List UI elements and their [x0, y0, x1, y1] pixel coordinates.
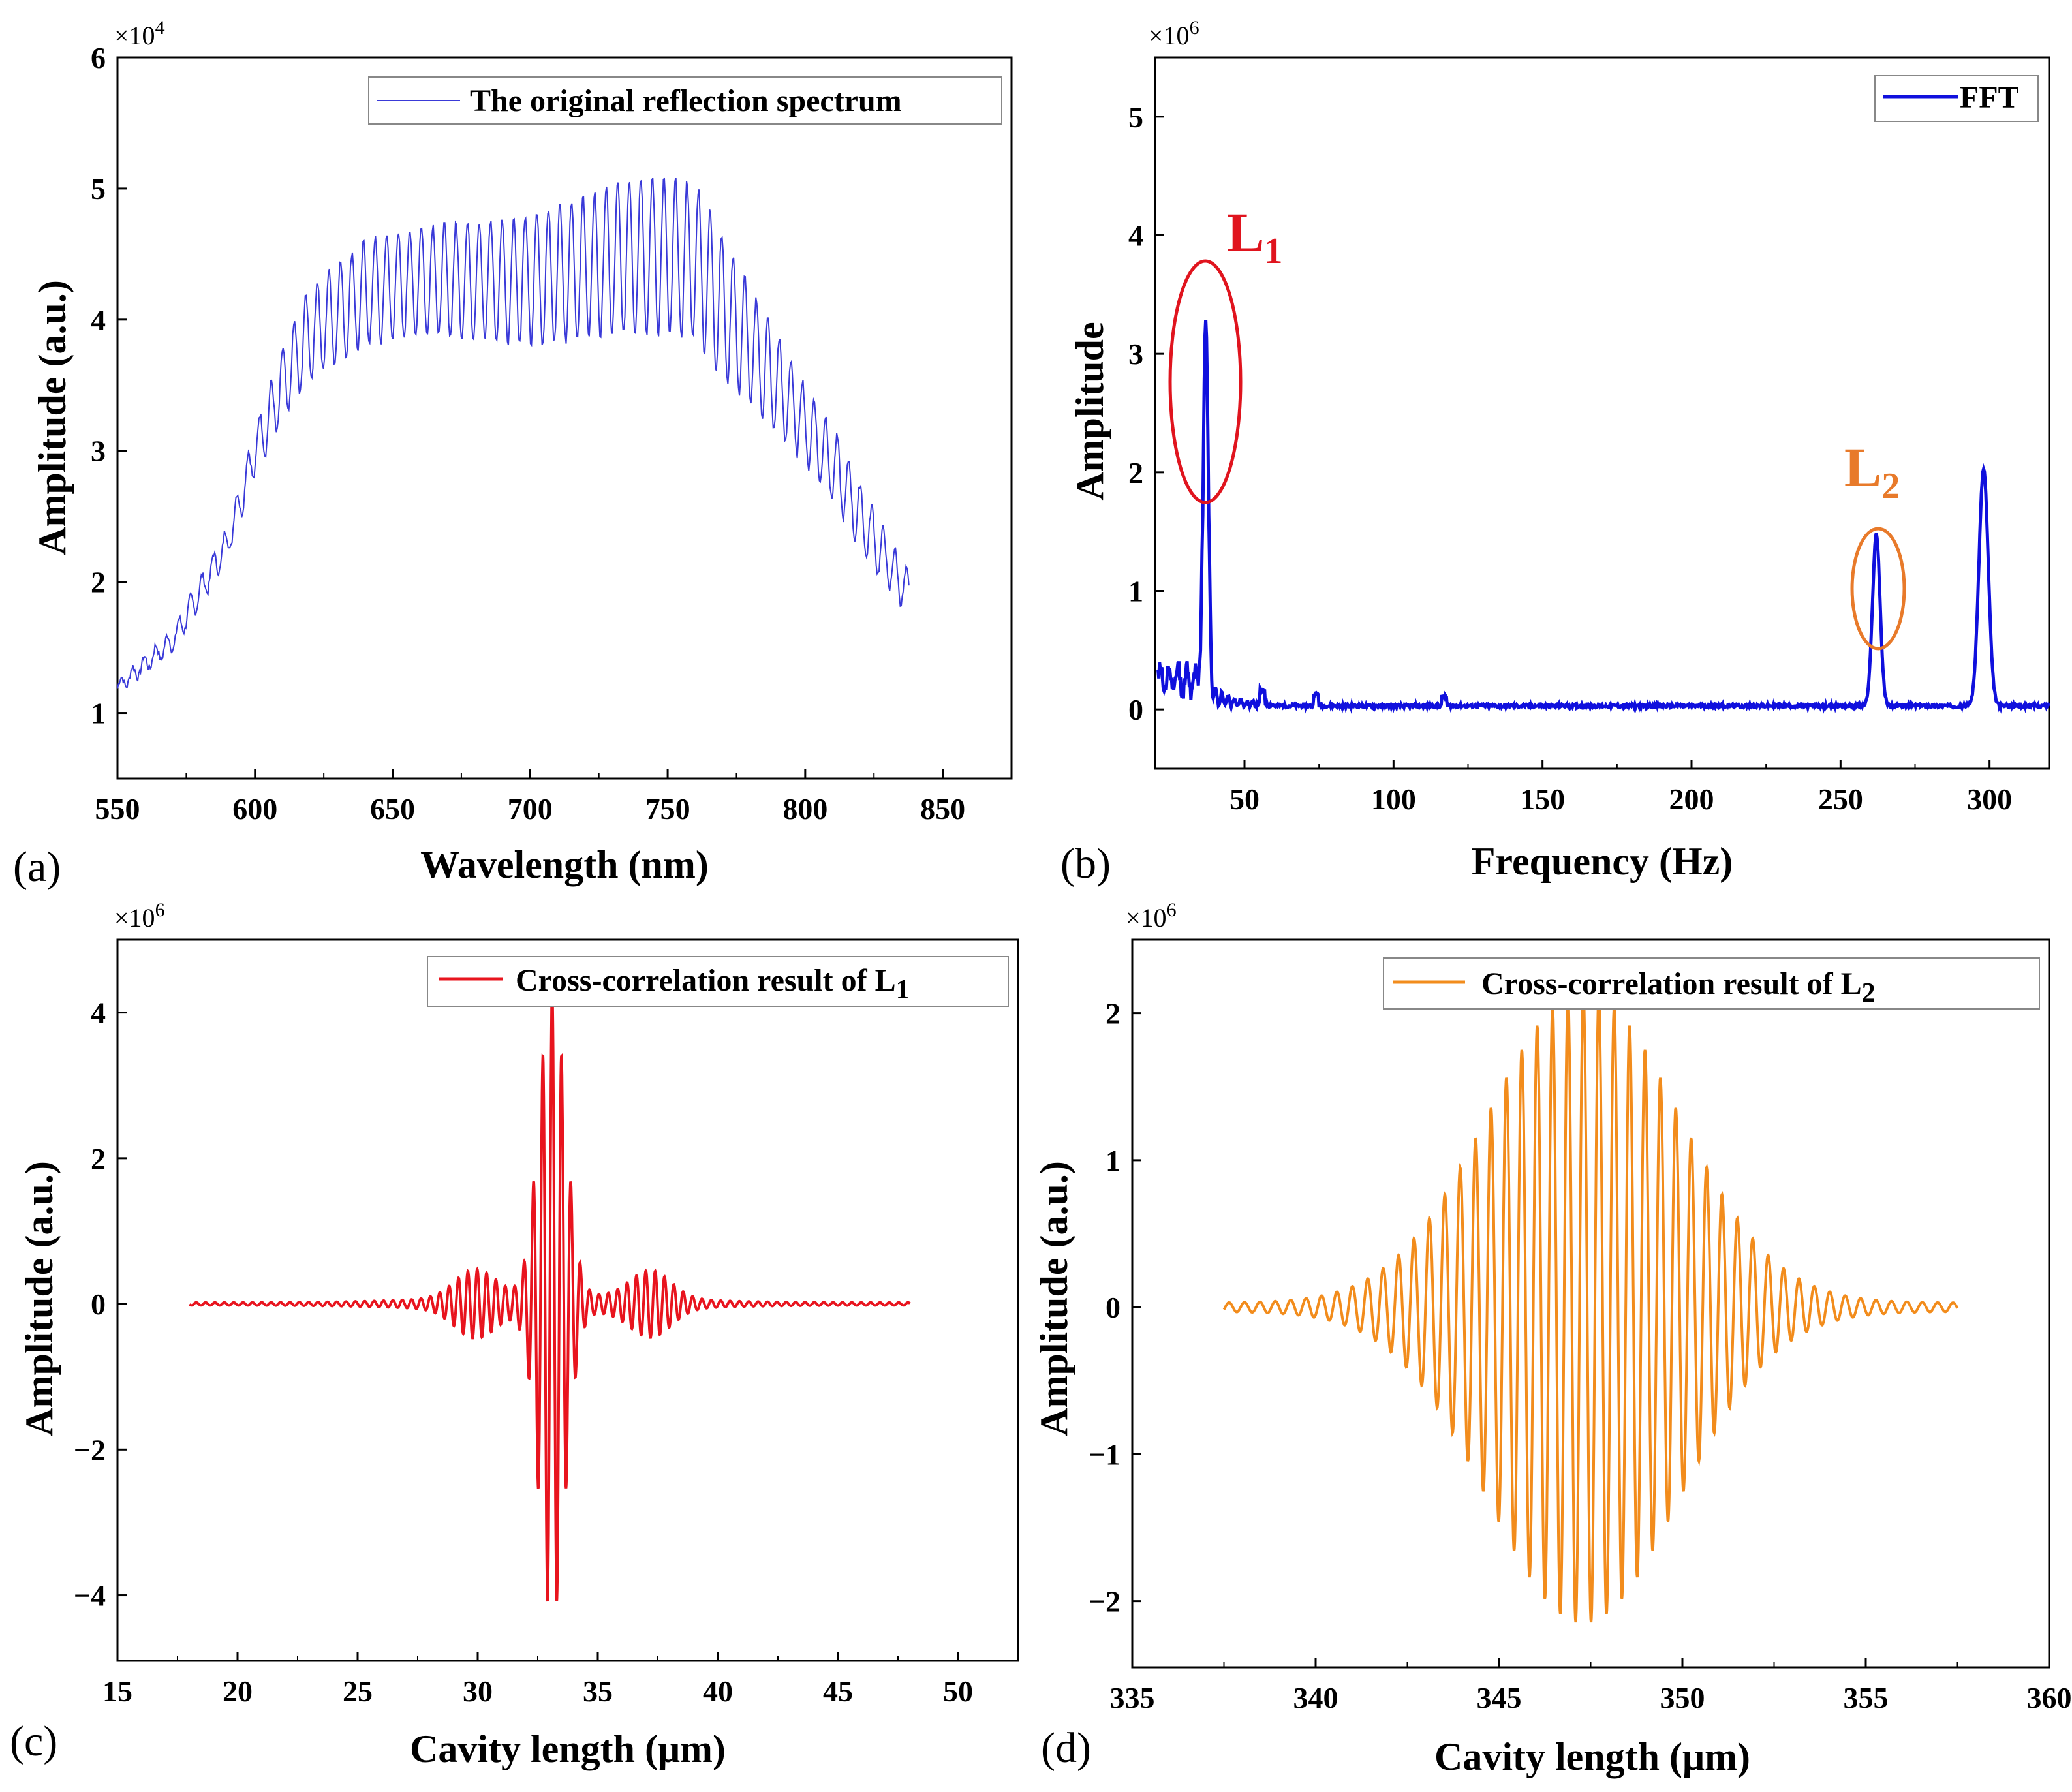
x-tick-label: 50: [1229, 782, 1260, 816]
x-tick-label: 25: [343, 1675, 373, 1708]
x-tick-label: 200: [1669, 782, 1714, 816]
x-tick-label: 350: [1660, 1681, 1705, 1714]
x-tick-label: 100: [1371, 782, 1416, 816]
x-tick-label: 150: [1520, 782, 1565, 816]
l1-circle-annotation: [1168, 259, 1243, 504]
y-tick-label: 2: [1128, 456, 1143, 489]
panel-d-ticks: 335 340 345 350 355 360 −2 −1 0 1 2: [1089, 997, 2072, 1714]
x-tick-label: 340: [1293, 1681, 1338, 1714]
panel-a-legend-text: The original reflection spectrum: [470, 84, 902, 118]
panel-b-x-axis-label: Frequency (Hz): [1472, 840, 1733, 883]
panel-a-label: (a): [13, 843, 61, 891]
x-tick-label: 850: [920, 792, 965, 826]
panel-d-legend-box: [1383, 957, 2040, 1010]
panel-c-x-axis-label: Cavity length (μm): [410, 1727, 726, 1770]
x-tick-label: 35: [583, 1675, 613, 1708]
panel-d: 335 340 345 350 355 360 −2 −1 0 1 2 Cross-correlat…: [1032, 899, 2072, 1778]
panel-c-y-axis-label: Amplitude (a.u.): [18, 1161, 61, 1436]
x-tick-label: 30: [463, 1675, 493, 1708]
x-tick-label: 300: [1967, 782, 2012, 816]
y-tick-label: 0: [1106, 1291, 1121, 1324]
y-tick-label: 4: [91, 996, 106, 1030]
x-tick-label: 20: [223, 1675, 253, 1708]
panel-b-legend-box: [1874, 75, 2039, 122]
panel-b-y-axis-label: Amplitude: [1068, 322, 1111, 500]
y-tick-label: 1: [1106, 1144, 1121, 1177]
y-tick-label: −1: [1089, 1438, 1121, 1471]
x-tick-label: 650: [370, 792, 415, 826]
panel-a-frame: [116, 56, 1013, 780]
y-tick-label: 0: [91, 1288, 106, 1321]
y-tick-label: −4: [74, 1579, 106, 1613]
x-tick-label: 550: [95, 792, 140, 826]
panel-b: 50 100 150 200 250 300 0 1 2 3 4 5 FFT ×106 L1 L2 F…: [1060, 17, 2051, 888]
y-tick-label: 2: [91, 566, 106, 599]
panel-d-label: (d): [1041, 1724, 1091, 1772]
x-tick-label: 50: [943, 1675, 973, 1708]
l2-annotation-label: L2: [1844, 436, 1900, 506]
y-tick-label: 2: [91, 1142, 106, 1175]
y-tick-label: 1: [1128, 575, 1143, 608]
y-tick-label: 5: [91, 172, 106, 206]
panel-b-label: (b): [1060, 840, 1111, 888]
panel-d-legend-text: Cross-correlation result of L2: [1481, 966, 1876, 1008]
x-tick-label: 750: [645, 792, 690, 826]
panel-b-legend-text: FFT: [1960, 80, 2019, 115]
x-tick-label: 40: [703, 1675, 733, 1708]
panel-a-spectrum-line: [117, 177, 910, 689]
x-tick-label: 335: [1110, 1681, 1155, 1714]
x-tick-label: 345: [1477, 1681, 1522, 1714]
panel-a-legend-box: [368, 76, 1002, 125]
x-tick-label: 800: [782, 792, 827, 826]
panel-d-multiplier: ×106: [1126, 899, 1177, 933]
panel-b-multiplier: ×106: [1149, 17, 1199, 50]
panel-c-frame: [116, 938, 1019, 1662]
x-tick-label: 45: [823, 1675, 853, 1708]
panel-d-correlation-line: [1222, 991, 1959, 1623]
panel-b-fft-line: [1156, 319, 2051, 715]
panel-c-multiplier: ×106: [114, 899, 165, 933]
l1-annotation-label: L1: [1227, 201, 1282, 271]
x-tick-label: 250: [1818, 782, 1863, 816]
y-tick-label: 3: [1128, 337, 1143, 371]
x-tick-label: 15: [102, 1675, 132, 1708]
panel-c-ticks: 15 20 25 30 35 40 45 50 −4 −2 0 2 4: [74, 996, 973, 1708]
panel-a-multiplier: ×104: [114, 17, 165, 50]
y-tick-label: −2: [74, 1433, 106, 1466]
y-tick-label: 3: [91, 435, 106, 468]
l2-circle-annotation: [1850, 527, 1906, 651]
y-tick-label: 4: [1128, 219, 1143, 253]
x-tick-label: 600: [232, 792, 277, 826]
panel-a-y-axis-label: Amplitude (a.u.): [31, 280, 74, 555]
y-tick-label: −2: [1089, 1585, 1121, 1618]
panel-a-ticks: 550 600 650 700 750 800 850 1 2 3 4 5 6: [91, 41, 965, 826]
panel-c-label: (c): [10, 1718, 57, 1765]
y-tick-label: 0: [1128, 693, 1143, 726]
y-tick-label: 1: [91, 697, 106, 730]
panel-d-y-axis-label: Amplitude (a.u.): [1032, 1161, 1075, 1436]
panel-b-ticks: 50 100 150 200 250 300 0 1 2 3 4 5: [1128, 100, 2012, 816]
panel-c-legend-box: [427, 956, 1009, 1007]
y-tick-label: 5: [1128, 100, 1143, 134]
panel-c-legend-text: Cross-correlation result of L1: [516, 963, 910, 1005]
x-tick-label: 700: [508, 792, 553, 826]
panel-a: 550 600 650 700 750 800 850 1 2 3 4 5 6 The original…: [13, 17, 1013, 891]
y-tick-label: 2: [1106, 997, 1121, 1030]
x-tick-label: 360: [2027, 1681, 2072, 1714]
panel-b-frame: [1154, 56, 2050, 770]
y-tick-label: 4: [91, 303, 106, 337]
panel-c-correlation-line: [188, 987, 911, 1602]
x-tick-label: 355: [1844, 1681, 1889, 1714]
panel-d-x-axis-label: Cavity length (μm): [1434, 1735, 1750, 1778]
panel-a-x-axis-label: Wavelength (nm): [420, 843, 709, 886]
panel-c: 15 20 25 30 35 40 45 50 −4 −2 0 2 4 Cross-correlatio…: [10, 899, 1019, 1770]
y-tick-label: 6: [91, 41, 106, 74]
